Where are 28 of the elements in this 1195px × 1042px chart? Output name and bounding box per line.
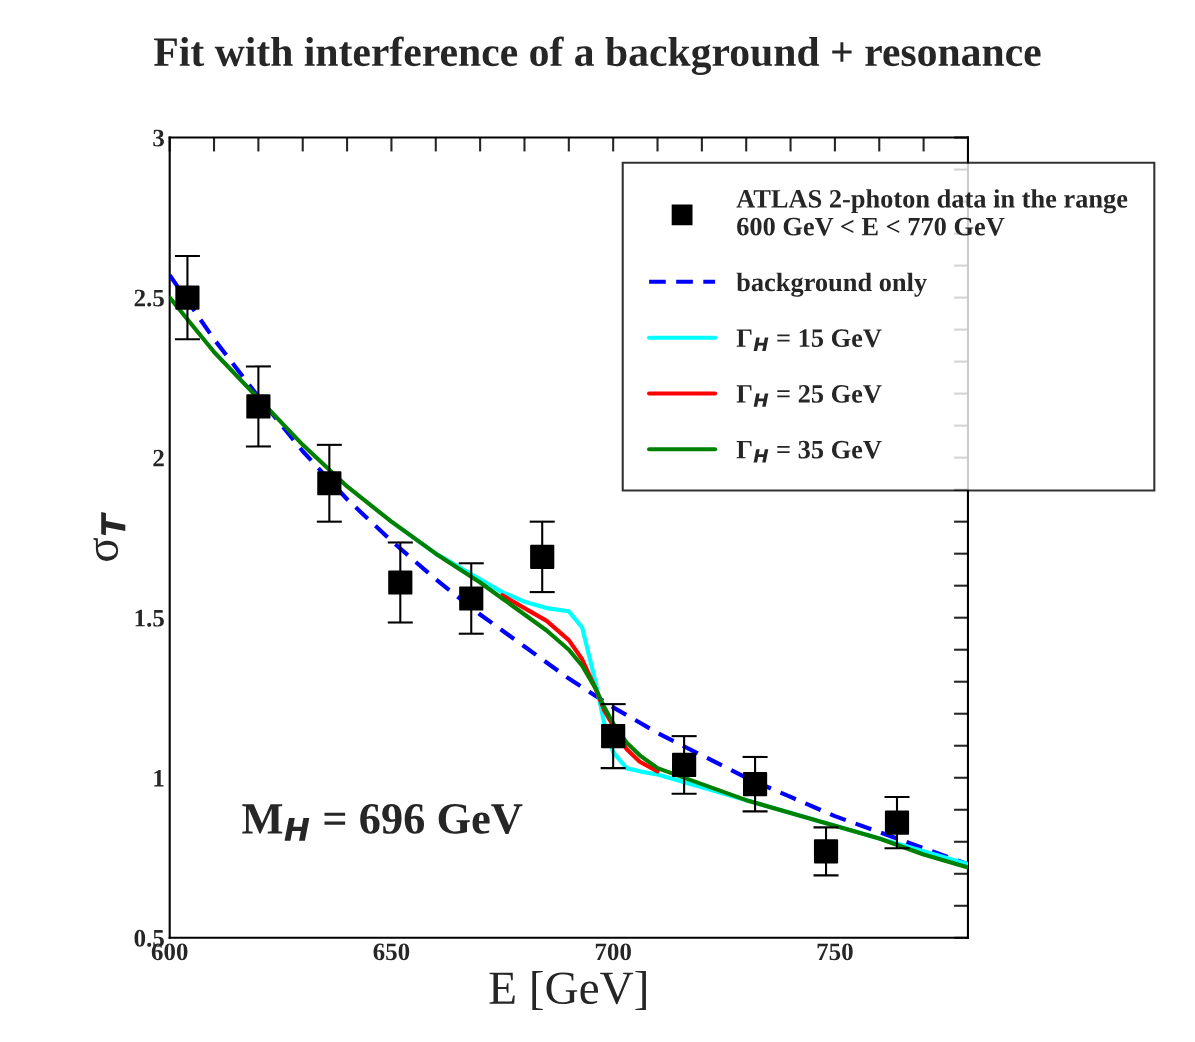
point	[246, 394, 271, 419]
legend-label: Γ$_{H}$ = 25 GeV	[736, 385, 882, 407]
point	[530, 544, 555, 569]
point	[884, 810, 910, 835]
y-tick-label: 1.5	[135, 609, 164, 627]
legend-label: Γ$_{H}$ = 15 GeV	[736, 329, 882, 352]
y-tick-label: 1	[154, 769, 164, 787]
point	[742, 772, 768, 797]
point	[388, 570, 413, 595]
x-tick-label: 650	[373, 943, 410, 961]
y-tick-label: 3	[153, 129, 164, 147]
point	[459, 586, 484, 611]
annotation: M$_{H}$ = 696 GeV	[242, 803, 523, 841]
x-tick-label: 700	[595, 943, 631, 961]
point	[317, 471, 342, 496]
y-tick-label: 2.5	[134, 289, 164, 307]
point	[813, 839, 839, 864]
point	[672, 752, 697, 778]
point	[601, 724, 626, 749]
chart-title: Fit with interference of a background + resonance	[154, 36, 1041, 76]
legend-label: ATLAS 2-photon data in the range 600 GeV < E < 770 GeV	[736, 189, 1128, 236]
y-tick-label: 2	[153, 449, 164, 467]
x-tick-label: 750	[817, 943, 853, 961]
y-axis-title: σ$_{T}$	[93, 512, 126, 561]
x-axis-title: E [GeV]	[489, 970, 646, 1010]
point	[175, 285, 200, 310]
legend-label: background only	[736, 272, 927, 297]
legend-label: Γ$_{H}$ = 35 GeV	[736, 440, 882, 463]
